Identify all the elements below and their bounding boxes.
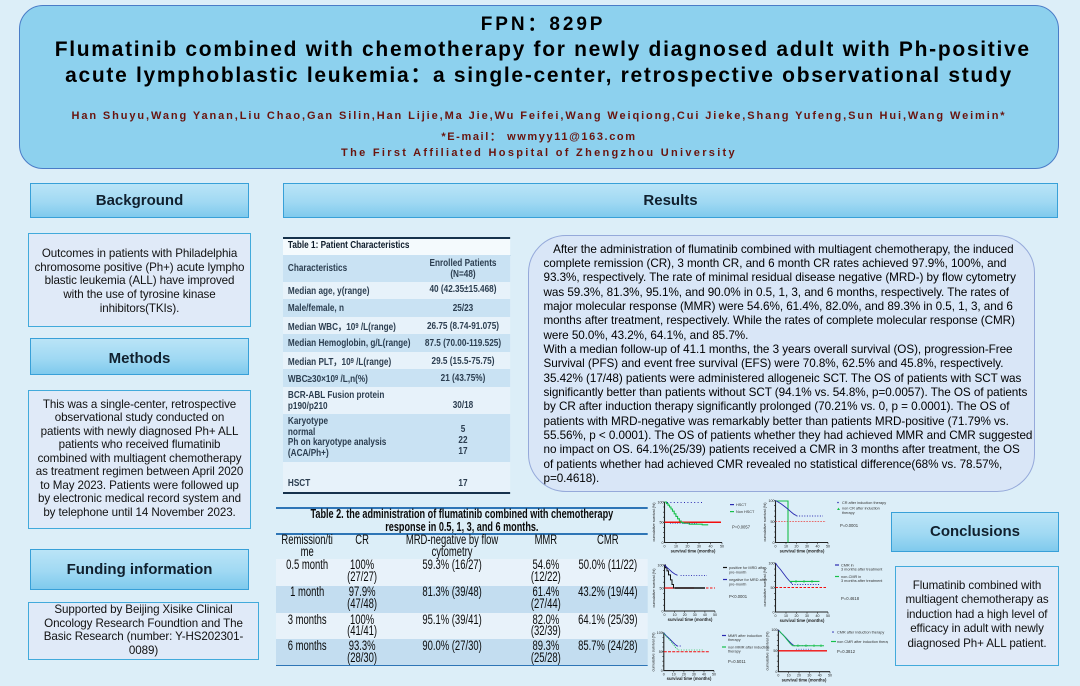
svg-text:pre-month: pre-month <box>729 582 746 586</box>
svg-text:20: 20 <box>682 673 686 677</box>
svg-text:cumulative survival (%): cumulative survival (%) <box>766 631 770 671</box>
svg-text:20: 20 <box>686 545 690 549</box>
svg-text:P=0.5011: P=0.5011 <box>728 659 746 664</box>
svg-text:CMR in: CMR in <box>841 563 854 567</box>
svg-text:survival time (months): survival time (months) <box>671 549 716 554</box>
svg-text:non CR after induction: non CR after induction <box>842 507 880 511</box>
svg-text:cumulative survival (%): cumulative survival (%) <box>652 568 656 608</box>
svg-text:10: 10 <box>787 674 791 678</box>
svg-text:therapy: therapy <box>842 511 855 515</box>
svg-text:P=0.0001: P=0.0001 <box>840 523 859 528</box>
svg-text:100: 100 <box>769 561 775 565</box>
svg-text:non-CMR in: non-CMR in <box>841 575 861 579</box>
svg-text:100: 100 <box>657 631 663 635</box>
svg-text:10: 10 <box>784 545 788 549</box>
svg-text:50: 50 <box>826 545 830 549</box>
svg-text:0: 0 <box>661 669 663 673</box>
svg-text:20: 20 <box>683 613 687 617</box>
svg-text:40: 40 <box>703 613 707 617</box>
svg-text:survival time (months): survival time (months) <box>782 678 827 683</box>
svg-text:0: 0 <box>663 673 665 677</box>
svg-text:100: 100 <box>769 499 775 503</box>
svg-text:50: 50 <box>659 650 663 654</box>
svg-text:0: 0 <box>773 541 775 545</box>
svg-text:P=0.3812: P=0.3812 <box>837 649 856 654</box>
svg-text:30: 30 <box>693 613 697 617</box>
svg-text:50: 50 <box>660 586 664 590</box>
svg-text:10: 10 <box>672 673 676 677</box>
svg-text:MMR after induction: MMR after induction <box>728 634 762 638</box>
svg-text:non MMR after induction: non MMR after induction <box>728 645 769 649</box>
svg-text:50: 50 <box>712 673 716 677</box>
svg-text:0: 0 <box>664 545 666 549</box>
svg-text:10: 10 <box>784 614 788 618</box>
svg-text:survival time (months): survival time (months) <box>780 618 825 623</box>
svg-text:0: 0 <box>775 614 777 618</box>
svg-text:100: 100 <box>658 500 664 504</box>
svg-text:40: 40 <box>816 545 820 549</box>
svg-text:20: 20 <box>795 545 799 549</box>
svg-text:30: 30 <box>697 545 701 549</box>
svg-text:P=0.0057: P=0.0057 <box>732 525 751 530</box>
svg-text:30: 30 <box>805 545 809 549</box>
svg-text:50: 50 <box>773 649 777 653</box>
svg-text:30: 30 <box>805 614 809 618</box>
svg-text:3 months after treatment: 3 months after treatment <box>841 579 883 583</box>
svg-text:3 months after treatment: 3 months after treatment <box>841 568 883 572</box>
svg-text:100: 100 <box>771 628 777 632</box>
svg-text:therapy: therapy <box>728 638 741 642</box>
svg-text:pre-month: pre-month <box>729 570 746 574</box>
svg-text:negative for MRD after: negative for MRD after <box>729 578 768 582</box>
svg-text:40: 40 <box>702 673 706 677</box>
svg-text:0: 0 <box>662 609 664 613</box>
svg-text:P=0.4618: P=0.4618 <box>841 596 860 601</box>
svg-text:survival time (months): survival time (months) <box>667 676 712 681</box>
svg-text:20: 20 <box>797 674 801 678</box>
svg-text:50: 50 <box>720 545 724 549</box>
svg-text:0: 0 <box>662 541 664 545</box>
svg-text:0: 0 <box>775 545 777 549</box>
svg-text:cumulative survival (%): cumulative survival (%) <box>652 632 656 672</box>
svg-text:Non HSCT: Non HSCT <box>736 510 755 514</box>
svg-text:50: 50 <box>713 613 717 617</box>
svg-text:40: 40 <box>709 545 713 549</box>
svg-text:50: 50 <box>828 674 832 678</box>
svg-text:0: 0 <box>773 610 775 614</box>
svg-text:0: 0 <box>777 674 779 678</box>
svg-text:cumulative survival (%): cumulative survival (%) <box>652 502 656 542</box>
svg-text:non CMR after induction therap: non CMR after induction therapy <box>837 640 888 644</box>
svg-text:P<0.0001: P<0.0001 <box>729 594 748 599</box>
svg-text:50: 50 <box>771 520 775 524</box>
svg-text:0: 0 <box>775 670 777 674</box>
svg-text:survival time (months): survival time (months) <box>780 549 825 554</box>
svg-text:CMR after induction therapy: CMR after induction therapy <box>837 630 884 634</box>
svg-text:cumulative survival (%): cumulative survival (%) <box>763 502 767 542</box>
svg-text:100: 100 <box>658 563 664 567</box>
svg-text:20: 20 <box>795 614 799 618</box>
svg-text:HSCT: HSCT <box>736 503 747 507</box>
svg-text:cumulative survival (%): cumulative survival (%) <box>763 567 767 607</box>
svg-text:40: 40 <box>816 614 820 618</box>
svg-text:50: 50 <box>660 521 664 525</box>
svg-text:50: 50 <box>826 614 830 618</box>
svg-text:0: 0 <box>664 613 666 617</box>
svg-text:40: 40 <box>818 674 822 678</box>
svg-text:10: 10 <box>674 545 678 549</box>
svg-text:10: 10 <box>673 613 677 617</box>
svg-text:CR after induction therapy: CR after induction therapy <box>842 501 886 505</box>
svg-text:30: 30 <box>807 674 811 678</box>
svg-text:survival time (months): survival time (months) <box>668 617 713 622</box>
svg-text:30: 30 <box>692 673 696 677</box>
svg-text:therapy: therapy <box>728 650 741 654</box>
svg-text:positive for MRD after: positive for MRD after <box>729 566 766 570</box>
svg-text:50: 50 <box>771 586 775 590</box>
